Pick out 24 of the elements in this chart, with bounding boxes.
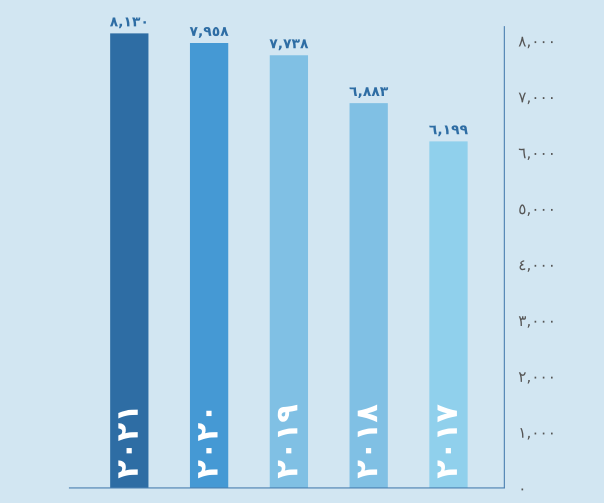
- x-tick-label: ٢٠٢٠: [198, 410, 218, 478]
- y-tick-label: ٨,٠٠٠: [518, 36, 553, 48]
- y-tick-label: ١,٠٠٠: [520, 428, 553, 440]
- x-tick-label: ٢٠١٨: [358, 404, 378, 478]
- bar: [110, 33, 148, 488]
- y-tick-label: ٦,٠٠٠: [518, 148, 553, 160]
- x-tick-label: ٢٠١٩: [278, 404, 298, 478]
- data-label: ٨,١٣٠: [110, 17, 146, 28]
- y-tick-label: ٢,٠٠٠: [518, 372, 553, 384]
- data-label: ٧,٩٥٨: [190, 27, 228, 38]
- y-tick-label: ٣,٠٠٠: [518, 316, 553, 328]
- x-tick-label: ٢٠٢١: [118, 410, 138, 478]
- data-label: ٦,٨٨٣: [350, 87, 388, 98]
- bar: [190, 42, 228, 488]
- data-label: ٦,١٩٩: [429, 125, 468, 136]
- y-tick-label: ٤,٠٠٠: [520, 260, 553, 272]
- bar: [429, 141, 468, 488]
- x-tick-label: ٢٠١٧: [438, 404, 457, 478]
- bar: [350, 103, 388, 488]
- bar: [270, 55, 308, 488]
- y-tick-label: ٧,٠٠٠: [518, 92, 553, 104]
- y-tick-label: ٠: [522, 488, 524, 490]
- y-tick-label: ٥,٠٠٠: [519, 204, 553, 216]
- data-label: ٧,٧٣٨: [270, 39, 308, 50]
